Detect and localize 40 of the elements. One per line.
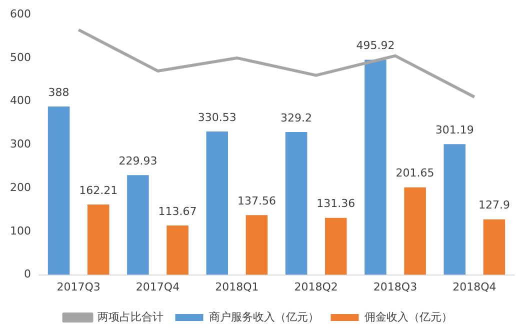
y-tick-label: 300 xyxy=(10,138,31,151)
x-tick-label: 2017Q4 xyxy=(136,280,180,294)
legend-label: 商户服务收入（亿元） xyxy=(208,310,319,324)
data-label: 201.65 xyxy=(396,166,434,180)
x-tick-label: 2018Q1 xyxy=(215,280,259,294)
data-label: 229.93 xyxy=(118,154,158,168)
data-label: 113.67 xyxy=(158,204,197,218)
x-tick-label: 2018Q4 xyxy=(452,280,496,294)
data-label: 301.19 xyxy=(435,124,474,137)
bar xyxy=(404,187,426,275)
data-label: 127.9 xyxy=(478,198,510,212)
bar xyxy=(206,131,228,275)
bar xyxy=(246,215,268,275)
x-tick-label: 2018Q2 xyxy=(294,280,338,294)
bar xyxy=(48,106,70,275)
bar xyxy=(364,60,386,275)
bar xyxy=(444,144,466,275)
data-label: 330.53 xyxy=(198,110,236,124)
bar xyxy=(483,219,506,275)
y-tick-label: 500 xyxy=(10,50,31,64)
data-label: 329.2 xyxy=(280,111,312,124)
legend-label: 两项占比合计 xyxy=(97,310,164,324)
y-tick-label: 100 xyxy=(10,224,31,238)
data-label: 162.21 xyxy=(79,184,118,197)
x-tick-label: 2018Q3 xyxy=(373,280,418,294)
bar xyxy=(285,132,308,275)
data-label: 495.92 xyxy=(356,39,395,52)
y-tick-label: 400 xyxy=(10,94,31,108)
y-tick-label: 200 xyxy=(10,180,31,194)
y-tick-label: 0 xyxy=(24,268,31,281)
bar xyxy=(324,218,347,275)
bar xyxy=(127,175,149,275)
bar xyxy=(166,226,188,275)
y-tick-label: 600 xyxy=(10,7,31,20)
legend-label: 佣金收入（亿元） xyxy=(364,310,452,324)
data-label: 137.56 xyxy=(237,194,276,208)
bar xyxy=(87,204,110,275)
data-label: 131.36 xyxy=(316,197,356,210)
data-label: 388 xyxy=(48,86,70,99)
x-tick-label: 2017Q3 xyxy=(56,280,100,294)
